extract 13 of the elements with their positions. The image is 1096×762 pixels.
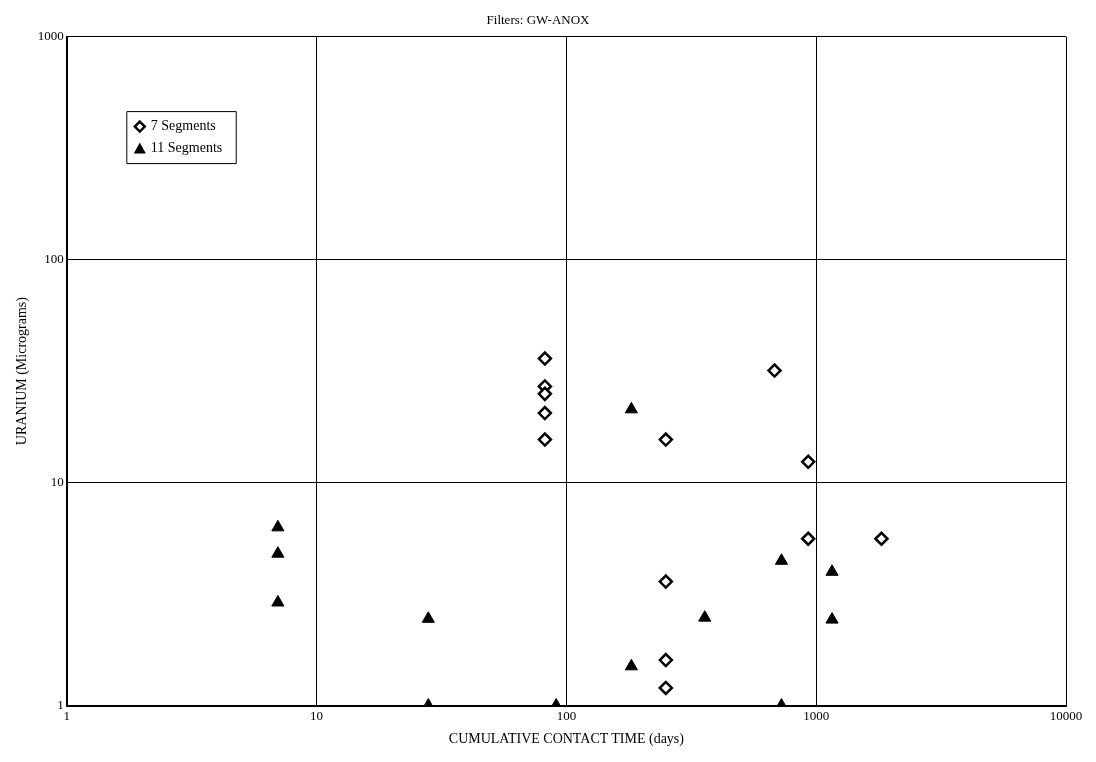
y-axis-title: URANIUM (Micrograms)	[14, 296, 31, 446]
y-tick-label: 1	[57, 697, 64, 713]
x-tick-label: 1000	[803, 707, 830, 723]
y-tick-label: 1000	[37, 28, 64, 44]
legend-label: 11 Segments	[150, 140, 223, 156]
y-tick-label: 10	[50, 474, 64, 490]
legend-label: 7 Segments	[150, 118, 216, 134]
chart-title: Filters: GW-ANOX	[486, 12, 591, 28]
y-tick-label: 100	[44, 251, 64, 267]
x-tick-label: 100	[556, 707, 577, 723]
x-tick-label: 10	[310, 707, 324, 723]
x-tick-label: 10000	[1049, 707, 1083, 723]
x-axis-title: CUMULATIVE CONTACT TIME (days)	[448, 731, 685, 748]
